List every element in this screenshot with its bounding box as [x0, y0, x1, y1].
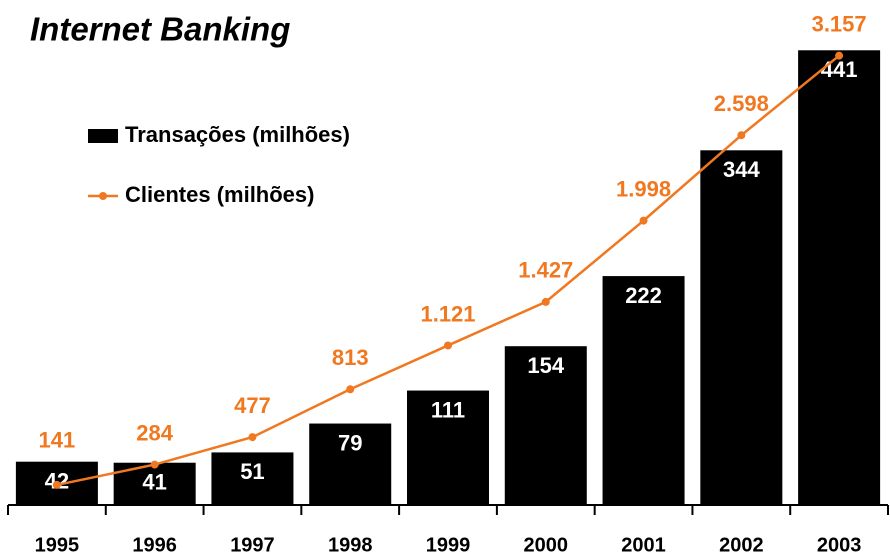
legend-swatch	[99, 192, 107, 200]
bar	[798, 50, 881, 505]
line-label: 813	[332, 345, 369, 370]
chart-title: Internet Banking	[30, 11, 290, 48]
x-tick-label: 1999	[426, 534, 471, 556]
bar-label: 154	[527, 353, 564, 378]
x-tick-label: 2001	[621, 534, 666, 556]
x-tick-label: 1996	[132, 534, 177, 556]
bar	[504, 346, 587, 505]
line-point	[150, 460, 159, 469]
line-point	[541, 297, 550, 306]
legend-label: Transações (milhões)	[125, 122, 350, 147]
line-label: 284	[136, 420, 173, 445]
bar-label: 51	[240, 459, 264, 484]
line-point	[639, 216, 648, 225]
line-label: 2.598	[714, 91, 769, 116]
x-tick-label: 2002	[719, 534, 764, 556]
bar-label: 79	[338, 430, 362, 455]
x-tick-label: 1998	[328, 534, 373, 556]
line-point	[52, 480, 61, 489]
x-tick-label: 1995	[35, 534, 80, 556]
line-point	[835, 51, 844, 60]
line-label: 1.121	[420, 301, 475, 326]
bar-label: 441	[821, 57, 858, 82]
bar	[407, 390, 489, 505]
line-point	[248, 433, 257, 442]
bar	[211, 452, 294, 505]
legend-label: Clientes (milhões)	[125, 182, 314, 207]
bar-label: 111	[431, 397, 465, 422]
legend-swatch	[88, 129, 118, 143]
x-tick-label: 2000	[524, 534, 569, 556]
line-label: 477	[234, 393, 271, 418]
bar-label: 344	[723, 157, 760, 182]
line-label: 141	[39, 428, 76, 453]
line-label: 1.427	[518, 258, 573, 283]
bar	[700, 150, 783, 505]
x-tick-label: 2003	[817, 534, 862, 556]
line-point	[444, 341, 452, 350]
line-point	[737, 131, 746, 140]
line-label: 1.998	[616, 176, 671, 201]
line-point	[346, 385, 355, 394]
bar	[309, 423, 392, 505]
x-tick-label: 1997	[230, 534, 275, 556]
bar-label: 222	[625, 283, 662, 308]
bar-label: 41	[142, 470, 166, 495]
bar	[602, 276, 685, 505]
line-label: 3.157	[812, 11, 867, 36]
